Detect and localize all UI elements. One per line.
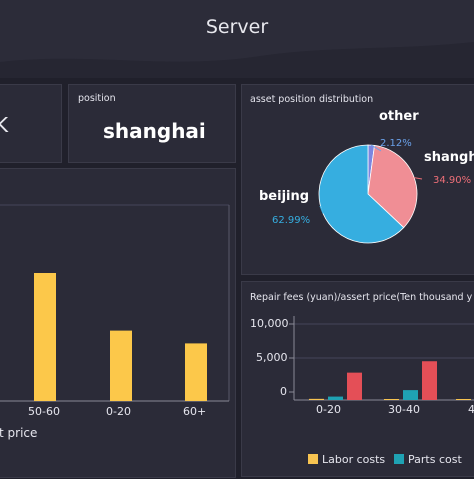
repair-card-title: Repair fees (yuan)/assert price(Ten thou… xyxy=(250,292,473,303)
pie-percent-beijing: 62.99% xyxy=(272,215,311,226)
bar-50-60[interactable] xyxy=(34,273,56,401)
bar-30-40-series-1[interactable] xyxy=(403,390,418,400)
x-tick-0-20: 0-20 xyxy=(316,403,341,416)
bar-60+[interactable] xyxy=(185,343,207,401)
y-tick-10000: 10,000 xyxy=(250,317,289,330)
dashboard-title: Server xyxy=(205,16,269,38)
pie-label-beijing: beijing xyxy=(259,189,310,204)
position-value: shanghai xyxy=(103,119,206,143)
pie-leader-other xyxy=(371,144,382,152)
pie-leader-beijing xyxy=(319,205,324,214)
bar-30-40-series-0[interactable] xyxy=(384,399,399,400)
price-bar-chart xyxy=(0,204,230,402)
bar-0-20-series-1[interactable] xyxy=(328,396,343,400)
legend-swatch-parts xyxy=(394,454,404,464)
x-tick-30-40: 30-40 xyxy=(388,403,420,416)
pie-percent-other: 2.12% xyxy=(380,138,412,149)
position-label: position xyxy=(78,93,116,104)
pie-slice-shanghai[interactable] xyxy=(367,144,418,229)
repair-bar-chart xyxy=(289,316,474,401)
header-wave-decoration xyxy=(0,42,474,78)
legend-parts-cost[interactable]: Parts cost xyxy=(394,453,462,466)
x-tick-partial: 4 xyxy=(468,403,474,416)
pie-percent-shanghai: 34.90% xyxy=(433,175,472,186)
x-tick-0-20: 0-20 xyxy=(106,405,131,418)
x-tick-50-60: 50-60 xyxy=(28,405,60,418)
price-bar-card: 50-60 0-20 60+ t price xyxy=(0,168,236,478)
x-tick-60-plus: 60+ xyxy=(183,405,207,418)
x-axis-label: t price xyxy=(0,426,38,440)
pie-chart xyxy=(318,144,423,244)
bar-30-40-series-2[interactable] xyxy=(422,361,437,400)
y-tick-0: 0 xyxy=(280,385,287,398)
asset-distribution-card: asset position distribution other 2.12% … xyxy=(241,84,474,275)
position-card: position shanghai xyxy=(68,84,236,163)
legend-label-labor: Labor costs xyxy=(322,453,386,466)
pie-label-shanghai: shanghai xyxy=(424,150,474,165)
top-header: Server xyxy=(0,0,474,78)
pie-card-title: asset position distribution xyxy=(250,94,374,105)
repair-fees-card: Repair fees (yuan)/assert price(Ten thou… xyxy=(241,281,474,477)
bar-4-series-0[interactable] xyxy=(456,399,471,400)
y-tick-5000: 5,000 xyxy=(256,351,288,364)
bar-0-20-series-0[interactable] xyxy=(309,398,324,400)
legend-swatch-labor xyxy=(308,454,318,464)
bar-0-20-series-2[interactable] xyxy=(347,372,362,400)
legend-label-parts: Parts cost xyxy=(408,453,462,466)
left-summary-card: K xyxy=(0,84,62,163)
left-summary-value: K xyxy=(0,113,9,137)
bar-0-20[interactable] xyxy=(110,330,132,401)
pie-label-other: other xyxy=(379,109,419,124)
legend-labor-costs[interactable]: Labor costs xyxy=(308,453,385,466)
pie-leader-shanghai xyxy=(414,177,423,180)
